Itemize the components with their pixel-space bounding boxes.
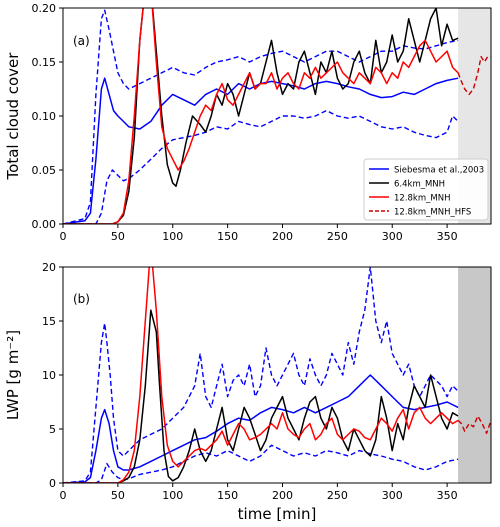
legend-box xyxy=(363,158,489,221)
series-line-siebesma-et-al-2003-upper xyxy=(63,9,459,224)
axis-ticks-b: 0 50 100 150 200 250 300 350 0 5 10 15 20 xyxy=(42,261,458,502)
axis-ticks-a: 0 50 100 150 200 250 300 350 0.00 0.05 0.10 0.15 0.2… xyxy=(32,2,458,243)
series-line-6-4km-mnh xyxy=(63,8,459,224)
series-line-siebesma-et-al-2003-mean xyxy=(63,77,459,224)
x-tick-label: 100 xyxy=(162,230,183,243)
shaded-region-b xyxy=(458,267,491,483)
x-tick-label: 0 xyxy=(60,230,67,243)
series-line-siebesma-et-al-2003-mean xyxy=(63,374,459,483)
y-tick-label: 0.20 xyxy=(32,2,57,15)
y-tick-label: 0 xyxy=(49,477,56,490)
x-tick-label: 300 xyxy=(382,489,403,502)
series-line-12-8km-mnh-hfs xyxy=(457,55,491,96)
x-tick-label: 200 xyxy=(272,489,293,502)
legend: Siebesma et al.,2003 6.4km_MNH 12.8km_MNH 1… xyxy=(363,158,489,221)
series-lines-b xyxy=(63,267,491,483)
y-tick-label: 0.10 xyxy=(32,110,57,123)
y-tick-label: 5 xyxy=(49,423,56,436)
x-tick-label: 300 xyxy=(382,230,403,243)
y-tick-label: 10 xyxy=(42,369,56,382)
x-tick-label: 350 xyxy=(437,230,458,243)
x-tick-label: 100 xyxy=(162,489,183,502)
x-tick-label: 50 xyxy=(111,489,125,502)
x-tick-label: 200 xyxy=(272,230,293,243)
y-tick-label: 0.00 xyxy=(32,218,57,231)
panel-label-a: (a) xyxy=(73,34,90,48)
series-line-siebesma-et-al-2003-upper xyxy=(63,267,459,483)
y-tick-label: 0.15 xyxy=(32,56,57,69)
panel-b: 0 50 100 150 200 250 300 350 0 5 10 15 20 (b) LWP [g… xyxy=(4,261,492,523)
series-line-6-4km-mnh xyxy=(63,309,459,483)
y-tick-label: 0.05 xyxy=(32,164,57,177)
x-tick-label: 250 xyxy=(327,230,348,243)
x-tick-label: 250 xyxy=(327,489,348,502)
y-axis-label-b: LWP [g m⁻²] xyxy=(4,330,22,420)
x-tick-label: 50 xyxy=(111,230,125,243)
series-line-12-8km-mnh xyxy=(63,267,459,483)
x-axis-label: time [min] xyxy=(238,505,317,523)
series-lines-a xyxy=(63,8,491,224)
legend-label: 6.4km_MNH xyxy=(394,180,445,190)
y-axis-label-a: Total cloud cover xyxy=(4,52,22,181)
x-tick-label: 0 xyxy=(60,489,67,502)
y-tick-label: 15 xyxy=(42,315,56,328)
x-tick-label: 350 xyxy=(437,489,458,502)
plot-frame-b xyxy=(62,266,492,484)
legend-label: 12.8km_MNH_HFS xyxy=(394,208,471,218)
series-line-12-8km-mnh xyxy=(63,8,459,224)
x-tick-label: 150 xyxy=(217,489,238,502)
legend-label: 12.8km_MNH xyxy=(394,194,450,204)
panel-label-b: (b) xyxy=(73,292,90,306)
x-tick-label: 150 xyxy=(217,230,238,243)
legend-label: Siebesma et al.,2003 xyxy=(394,166,484,176)
y-tick-label: 20 xyxy=(42,261,56,274)
series-line-siebesma-et-al-2003-lower xyxy=(63,109,459,224)
series-line-12-8km-mnh-hfs xyxy=(457,415,491,434)
panel-a: 0 50 100 150 200 250 300 350 0.00 0.05 0.10 0.15 0.2… xyxy=(4,2,492,243)
